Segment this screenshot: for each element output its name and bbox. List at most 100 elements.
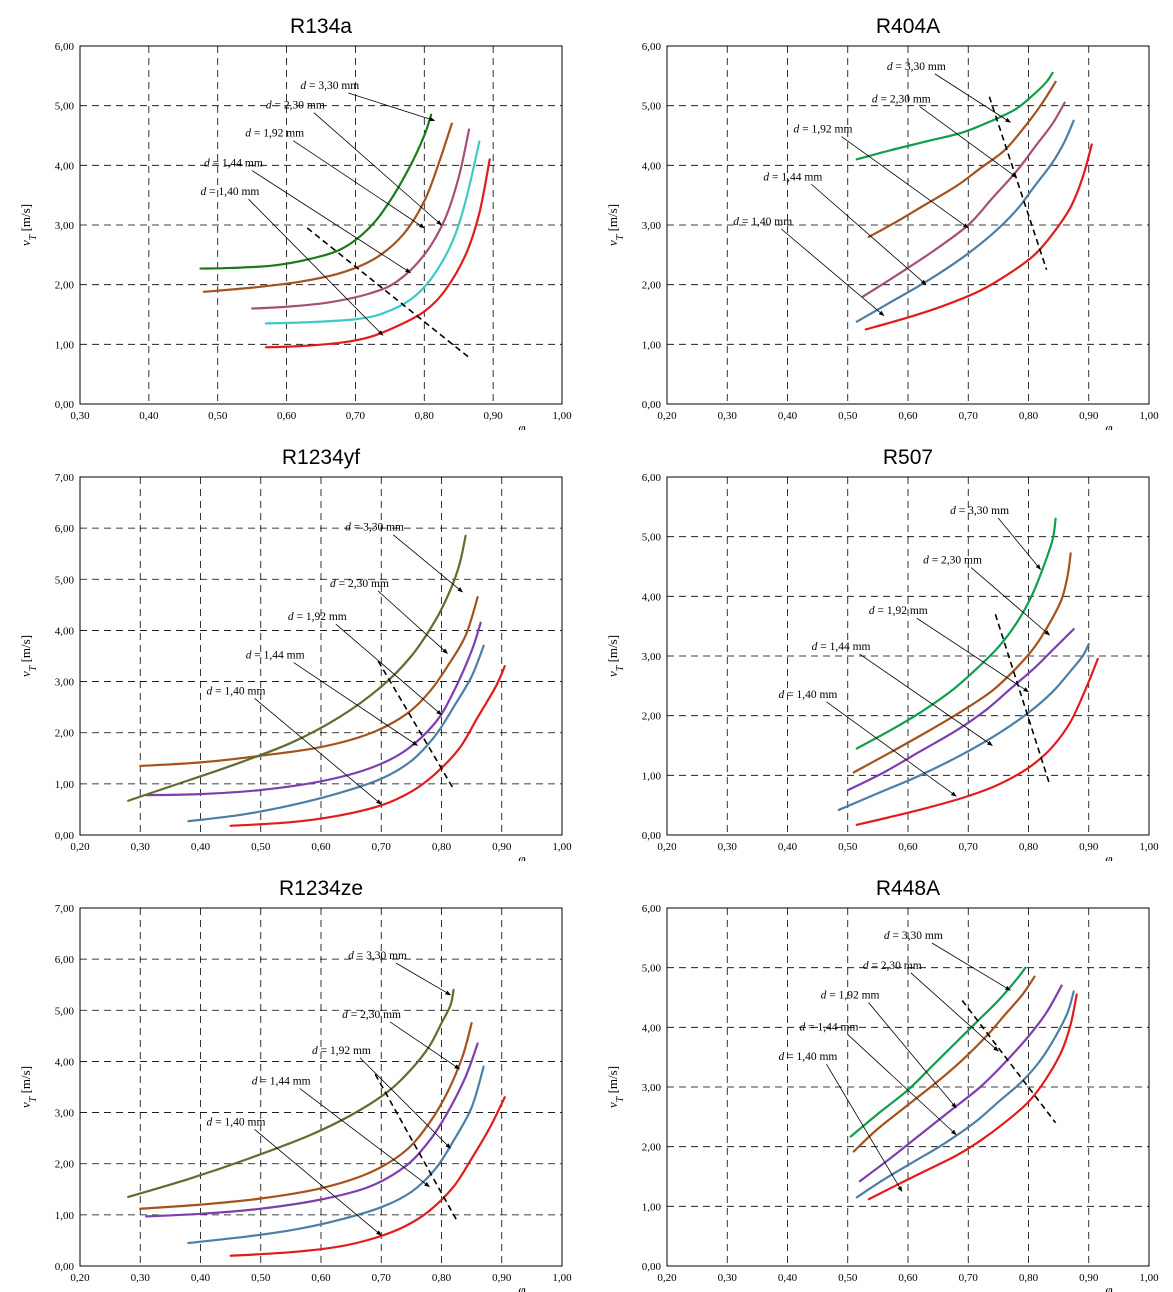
x-tick-label: 0,90	[484, 410, 504, 422]
y-tick-label: 2,00	[642, 280, 662, 292]
y-tick-label: 2,00	[55, 728, 75, 740]
x-tick-label: 1,00	[552, 1272, 572, 1284]
x-tick-label: 0,50	[251, 1272, 271, 1284]
series-line	[251, 128, 471, 310]
y-tick-label: 0,00	[55, 399, 75, 411]
x-tick-label: 0,80	[1019, 1272, 1039, 1284]
annotation-variable: d	[342, 1009, 348, 1021]
y-tick-label: 4,00	[55, 625, 75, 637]
x-tick-label: 0,90	[492, 841, 512, 853]
y-axis-label-subscript: T	[28, 1095, 39, 1102]
x-tick-label: 0,70	[346, 410, 366, 422]
series-line	[127, 988, 455, 1199]
annotation-arrow	[826, 701, 957, 797]
y-tick-label: 6,00	[55, 523, 75, 535]
annotation-value: = 3,30 mm	[354, 950, 407, 962]
y-axis-label-main: v	[605, 240, 620, 246]
annotation-value: = 2,30 mm	[348, 1009, 401, 1021]
x-tick-label: 0,60	[898, 1272, 918, 1284]
series-line	[855, 119, 1075, 323]
y-tick-label: 1,00	[55, 779, 75, 791]
annotation-arrow	[931, 942, 1011, 991]
series-line	[855, 657, 1099, 826]
y-axis-label-unit: [m/s]	[18, 204, 33, 235]
x-tick-label: 0,50	[251, 841, 271, 853]
y-axis-label: vT [m/s]	[605, 204, 626, 246]
y-tick-label: 3,00	[55, 677, 75, 689]
annotation-variable: d	[246, 650, 252, 662]
x-tick-label: 0,20	[657, 410, 677, 422]
annotation-arrow	[254, 698, 382, 805]
series-annotation-label: d = 3,30 mm	[348, 950, 407, 962]
dashed-boundary-line	[961, 999, 1057, 1124]
x-tick-label: 0,60	[311, 1272, 331, 1284]
annotation-variable: d	[887, 61, 893, 73]
annotation-variable: d	[872, 94, 878, 106]
x-tick-label: 0,80	[1019, 841, 1039, 853]
x-tick-label: 0,40	[778, 841, 798, 853]
y-tick-label: 5,00	[642, 101, 662, 113]
y-tick-label: 2,00	[55, 280, 75, 292]
x-tick-label: 0,70	[959, 841, 979, 853]
x-tick-label: 0,70	[959, 410, 979, 422]
y-tick-label: 3,00	[55, 220, 75, 232]
series-line	[864, 143, 1093, 331]
annotation-value: = 3,30 mm	[956, 505, 1009, 517]
series-line	[202, 122, 453, 293]
chart-panel-r448a: R448A 0,20 0,30 0,40 0,50 0,60 0,70 0,80 0,90 1,0…	[587, 862, 1173, 1292]
y-axis-label-main: v	[18, 671, 33, 677]
annotation-value: = 1,44 mm	[257, 1075, 310, 1087]
annotation-arrow	[377, 590, 448, 654]
y-tick-label: 2,00	[55, 1159, 75, 1171]
annotation-value: = 1,92 mm	[294, 611, 347, 623]
annotation-arrow	[254, 1129, 382, 1236]
annotation-value: = 1,92 mm	[875, 605, 928, 617]
x-tick-label: 0,60	[898, 841, 918, 853]
series-line	[858, 984, 1063, 1183]
y-tick-label: 5,00	[642, 963, 662, 975]
annotation-value: = 1,92 mm	[799, 124, 852, 136]
series-annotation-label: d = 1,44 mm	[246, 650, 305, 662]
series-annotation-label: d = 2,30 mm	[342, 1009, 401, 1021]
annotation-arrow	[299, 1088, 430, 1188]
annotation-arrow	[811, 183, 927, 286]
y-tick-label: 1,00	[55, 339, 75, 351]
y-axis-label-main: v	[18, 1102, 33, 1108]
x-tick-label: 0,50	[838, 841, 858, 853]
chart-panel-r404a: R404A 0,20 0,30 0,40 0,50 0,60 0,70 0,80 0,90 1,0…	[587, 0, 1173, 430]
y-tick-label: 0,00	[642, 830, 662, 842]
x-tick-label: 0,70	[372, 1272, 392, 1284]
y-tick-label: 7,00	[55, 472, 75, 484]
annotation-variable: d	[869, 605, 875, 617]
y-axis-label-subscript: T	[615, 1095, 626, 1102]
y-tick-label: 3,00	[642, 1082, 662, 1094]
x-tick-label: 0,90	[1079, 841, 1099, 853]
dashed-boundary-line	[306, 227, 470, 359]
annotation-arrow	[868, 1002, 957, 1109]
y-tick-label: 1,00	[55, 1210, 75, 1222]
y-tick-label: 4,00	[55, 1056, 75, 1068]
x-tick-label: 0,70	[959, 1272, 979, 1284]
y-axis-label-unit: [m/s]	[605, 204, 620, 235]
chart-title: R1234yf	[282, 446, 360, 469]
series-annotation-label: d = 3,30 mm	[345, 522, 404, 534]
annotation-arrow	[313, 112, 442, 226]
series-line	[127, 534, 467, 802]
dashed-boundary-line	[374, 1073, 458, 1221]
x-tick-label: 0,30	[131, 841, 151, 853]
annotation-variable: d	[204, 158, 210, 170]
series-annotation-label: d = 1,92 mm	[312, 1045, 371, 1057]
series-line	[855, 990, 1075, 1199]
y-axis-label-main: v	[605, 1102, 620, 1108]
series-line	[187, 1065, 485, 1245]
plot-frame	[666, 907, 1150, 1267]
plot-frame	[666, 476, 1150, 836]
x-tick-label: 0,40	[778, 410, 798, 422]
annotation-value: = 3,30 mm	[351, 522, 404, 534]
annotation-arrow	[919, 106, 1017, 178]
annotation-arrow	[997, 517, 1041, 570]
x-tick-label: 0,50	[208, 410, 228, 422]
chart-panel-r1234ze: R1234ze 0,20 0,30 0,40 0,50 0,60 0,70 0,80 0,90 1…	[0, 862, 586, 1292]
x-tick-label: 0,40	[778, 1272, 798, 1284]
series-line	[187, 644, 485, 823]
